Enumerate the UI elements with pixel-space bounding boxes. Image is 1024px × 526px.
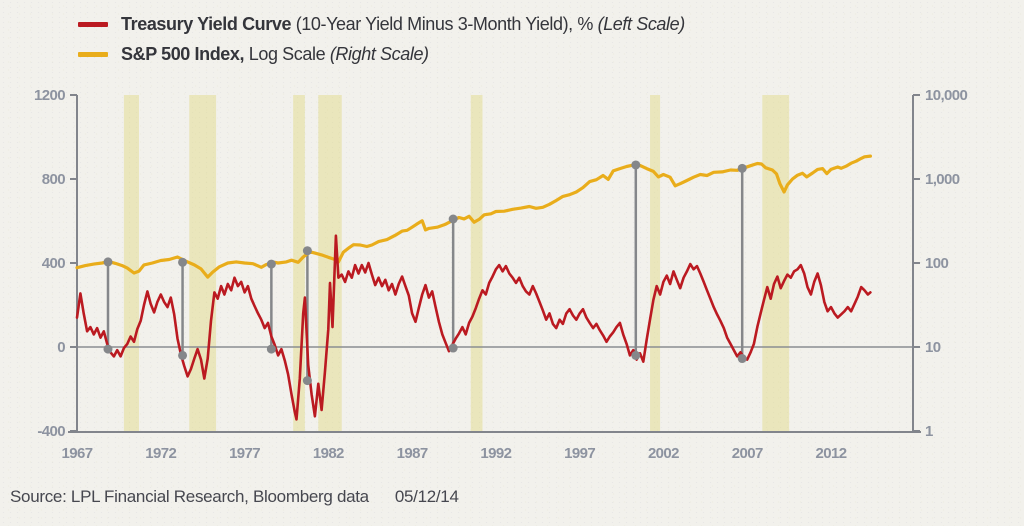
x-tick-label: 1992 — [480, 445, 511, 462]
legend-item-sp500: S&P 500 Index, Log Scale (Right Scale) — [78, 39, 685, 69]
recession-band — [470, 95, 483, 432]
x-tick-label: 1972 — [145, 445, 176, 462]
legend-sp500-regular: Log Scale — [244, 43, 330, 64]
y-right-tick-label: 1 — [925, 423, 933, 440]
x-tick-label: 1997 — [564, 445, 595, 462]
source-date: 05/12/14 — [394, 487, 459, 506]
y-right-tick-label: 1,000 — [925, 171, 960, 188]
recession-band — [762, 95, 790, 432]
inversion-marker-top-dot — [448, 214, 458, 224]
treasury-yield-curve-line — [75, 234, 872, 421]
inversion-marker-bottom-dot — [737, 354, 747, 364]
legend-treasury-regular: (10-Year Yield Minus 3-Month Yield), % — [291, 13, 598, 34]
y-left-tick-label: 800 — [42, 171, 65, 188]
y-right-tick-label: 100 — [925, 255, 948, 272]
recession-band — [123, 95, 139, 432]
sp500-line — [75, 154, 872, 279]
inversion-marker-bottom-dot — [631, 350, 641, 360]
plot-area: 1200 800 400 0 -400 10,000 1,000 100 10 1 1967 1972… — [34, 87, 968, 462]
x-tick-label: 1987 — [397, 445, 428, 462]
y-right-tick-label: 10,000 — [925, 87, 968, 104]
source-line: Source: LPL Financial Research, Bloomber… — [10, 487, 459, 507]
inversion-marker-top-dot — [178, 257, 188, 267]
inversion-marker-bottom-dot — [103, 344, 113, 354]
inversion-marker-top-dot — [631, 160, 641, 170]
source-text: Source: LPL Financial Research, Bloomber… — [10, 487, 369, 506]
legend-sp500-bold: S&P 500 Index, — [121, 43, 245, 64]
sp500-line-swatch — [78, 51, 108, 57]
legend-treasury-bold: Treasury Yield Curve — [121, 13, 292, 34]
x-tick-label: 2002 — [648, 445, 679, 462]
inversion-marker-top-dot — [103, 257, 113, 267]
y-left-tick-label: 1200 — [34, 87, 65, 104]
inversion-marker-bottom-dot — [266, 344, 276, 354]
inversion-marker-bottom-dot — [448, 343, 458, 353]
inversion-marker-top-dot — [266, 259, 276, 269]
x-tick-label: 2007 — [732, 445, 763, 462]
y-right-tick-label: 10 — [925, 339, 941, 356]
legend-sp500-italic: (Right Scale) — [329, 43, 429, 64]
x-tick-label: 2012 — [816, 445, 847, 462]
recession-band — [650, 95, 661, 432]
y-left-tick-label: 400 — [42, 255, 65, 272]
y-left-tick-label: 0 — [57, 339, 65, 356]
legend-label-treasury: Treasury Yield Curve (10-Year Yield Minu… — [121, 14, 685, 35]
treasury-line-swatch — [78, 21, 108, 27]
inversion-marker-bottom-dot — [178, 350, 188, 360]
x-tick-label: 1982 — [313, 445, 344, 462]
legend-label-sp500: S&P 500 Index, Log Scale (Right Scale) — [121, 44, 429, 65]
chart-legend: Treasury Yield Curve (10-Year Yield Minu… — [78, 9, 685, 69]
inversion-marker-top-dot — [302, 246, 312, 256]
x-tick-label: 1967 — [62, 445, 93, 462]
inversion-marker-bottom-dot — [302, 376, 312, 386]
legend-treasury-italic: (Left Scale) — [597, 13, 686, 34]
x-tick-label: 1977 — [229, 445, 260, 462]
legend-item-treasury-yield-curve: Treasury Yield Curve (10-Year Yield Minu… — [78, 9, 685, 39]
inversion-marker-top-dot — [737, 163, 747, 173]
y-left-tick-label: -400 — [37, 423, 65, 440]
